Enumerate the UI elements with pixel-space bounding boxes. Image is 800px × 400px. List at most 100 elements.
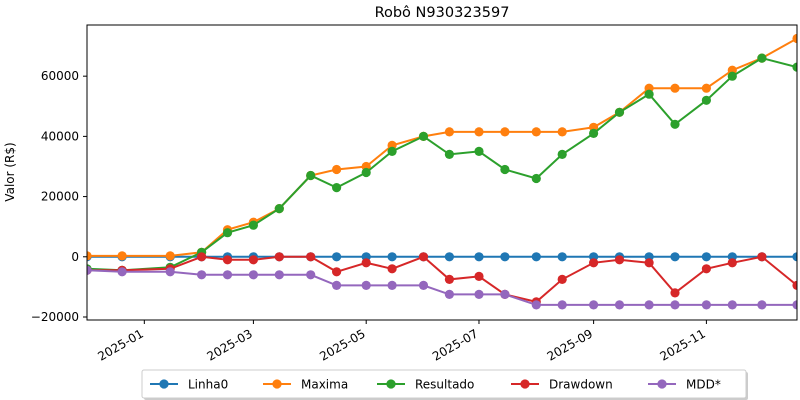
data-point-maxima-2 (165, 251, 175, 261)
data-point-resultado-17 (589, 128, 599, 138)
data-point-resultado-8 (332, 183, 342, 193)
data-point-drawdown-7 (306, 252, 316, 262)
series-line-mdd (87, 269, 797, 306)
x-tick-label: 2025-07 (430, 326, 480, 363)
legend-item-maxima: Maxima (263, 378, 348, 392)
data-point-resultado-11 (418, 131, 429, 141)
data-point-linha0-24 (792, 252, 797, 262)
series-line-maxima (87, 37, 797, 257)
data-point-linha0-14 (500, 252, 510, 262)
data-point-maxima-16 (557, 127, 567, 137)
series-maxima (87, 33, 797, 261)
data-point-mdd-21 (701, 300, 712, 310)
data-point-resultado-24 (792, 62, 797, 72)
series-resultado (87, 53, 797, 275)
data-point-maxima-12 (444, 127, 454, 137)
data-point-mdd-5 (248, 270, 258, 280)
data-point-resultado-16 (557, 149, 567, 159)
data-point-maxima-21 (701, 83, 712, 93)
data-point-resultado-7 (306, 170, 316, 181)
data-point-mdd-0 (87, 265, 92, 275)
data-point-drawdown-20 (670, 288, 680, 298)
data-point-drawdown-22 (727, 258, 737, 268)
data-point-mdd-8 (332, 280, 342, 290)
data-point-drawdown-10 (387, 264, 397, 274)
legend-marker (159, 379, 169, 389)
data-point-resultado-14 (500, 164, 510, 175)
data-point-resultado-12 (444, 149, 454, 159)
data-point-mdd-20 (670, 300, 680, 310)
y-tick-label: 0 (71, 250, 79, 264)
data-point-resultado-21 (701, 95, 712, 105)
data-point-mdd-9 (361, 280, 371, 290)
plot-area (87, 33, 797, 310)
x-tick-label: 2025-01 (95, 326, 145, 363)
data-point-drawdown-5 (248, 255, 258, 265)
legend-item-resultado: Resultado (377, 378, 474, 392)
data-point-drawdown-9 (361, 258, 371, 268)
data-point-mdd-15 (531, 300, 541, 310)
data-point-linha0-15 (531, 252, 541, 262)
data-point-linha0-8 (332, 252, 342, 262)
legend-item-drawdown: Drawdown (511, 378, 613, 392)
legend-label: Resultado (415, 378, 474, 392)
data-point-linha0-12 (444, 252, 454, 262)
data-point-maxima-8 (332, 164, 342, 175)
data-point-drawdown-17 (589, 258, 599, 268)
legend-label: Drawdown (549, 378, 613, 392)
chart-title: Robô N930323597 (375, 5, 510, 21)
data-point-mdd-10 (387, 280, 397, 290)
data-point-linha0-13 (474, 252, 484, 262)
data-point-drawdown-8 (332, 267, 342, 277)
data-point-mdd-7 (306, 270, 316, 280)
data-point-drawdown-21 (701, 264, 712, 274)
data-point-linha0-20 (670, 252, 680, 262)
legend-item-linha0: Linha0 (150, 378, 228, 392)
series-line-resultado (87, 57, 797, 272)
data-point-drawdown-4 (222, 255, 233, 265)
data-point-resultado-22 (727, 71, 737, 81)
data-point-resultado-5 (248, 220, 258, 230)
data-point-drawdown-6 (274, 252, 284, 262)
data-point-resultado-23 (757, 53, 767, 63)
x-tick-label: 2025-05 (317, 326, 367, 363)
data-point-maxima-1 (117, 251, 127, 261)
data-point-drawdown-11 (418, 252, 429, 262)
data-point-drawdown-3 (197, 252, 207, 262)
data-point-mdd-12 (444, 289, 454, 299)
data-point-mdd-13 (474, 289, 484, 299)
series-line-drawdown (87, 255, 797, 303)
axes: −20000 0 20000 40000 60000 2025-01 2025-03 2025… (31, 24, 798, 364)
data-point-mdd-3 (197, 270, 207, 280)
legend: Linha0 Maxima Resultado Drawdown MDD* (141, 369, 748, 400)
y-tick-label: 60000 (41, 69, 79, 83)
legend-marker (657, 379, 667, 389)
data-point-maxima-15 (531, 127, 541, 137)
data-point-mdd-14 (500, 289, 510, 299)
data-point-mdd-18 (614, 300, 625, 310)
data-point-mdd-16 (557, 300, 567, 310)
x-tick-label: 2025-11 (657, 326, 707, 363)
data-point-mdd-2 (165, 267, 175, 277)
data-point-mdd-24 (792, 300, 797, 310)
legend-marker (272, 379, 282, 389)
data-point-drawdown-13 (474, 271, 484, 281)
data-point-mdd-23 (757, 300, 767, 310)
data-point-mdd-19 (644, 300, 654, 310)
data-point-linha0-21 (701, 252, 712, 262)
data-point-drawdown-16 (557, 274, 567, 284)
x-tick-label: 2025-03 (204, 326, 254, 363)
data-point-mdd-4 (222, 270, 233, 280)
data-point-mdd-17 (589, 300, 599, 310)
series-mdd (87, 265, 797, 310)
y-tick-label: 20000 (41, 190, 79, 204)
data-point-mdd-6 (274, 270, 284, 280)
data-point-resultado-13 (474, 146, 484, 156)
data-point-mdd-22 (727, 300, 737, 310)
data-point-maxima-24 (792, 33, 797, 44)
data-point-drawdown-24 (792, 280, 797, 290)
data-point-mdd-11 (418, 280, 429, 290)
data-point-mdd-1 (117, 267, 127, 277)
data-point-resultado-20 (670, 119, 680, 129)
